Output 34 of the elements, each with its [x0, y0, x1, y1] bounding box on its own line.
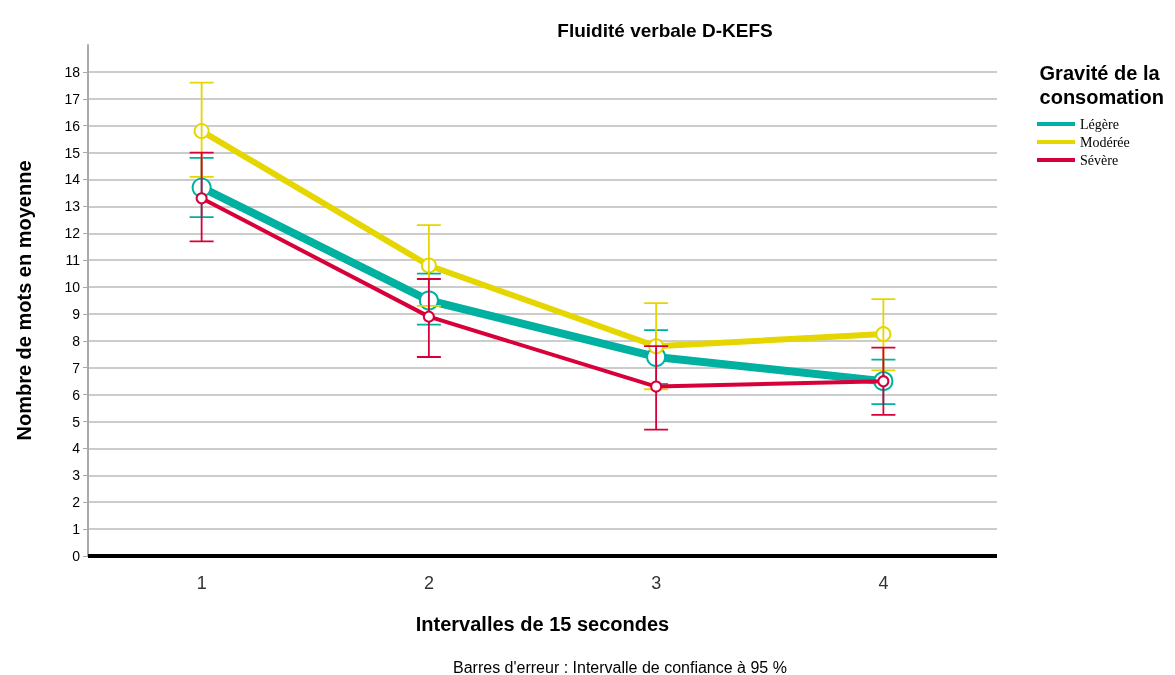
- y-tick-label: 3: [72, 467, 81, 484]
- y-tick-label: 18: [64, 63, 81, 80]
- x-tick-label: 2: [423, 573, 434, 593]
- y-tick-label: 4: [72, 440, 81, 457]
- x-tick-label: 4: [878, 573, 889, 593]
- y-tick-label: 8: [72, 332, 81, 349]
- legend-label: Sévère: [1080, 152, 1119, 168]
- y-tick-label: 13: [64, 198, 81, 215]
- y-tick-label: 6: [72, 386, 81, 403]
- x-tick-label: 1: [196, 573, 207, 593]
- y-tick-label: 7: [72, 359, 81, 376]
- y-tick-label: 16: [64, 117, 81, 134]
- point: [422, 310, 435, 323]
- point: [650, 380, 663, 393]
- y-tick-label: 9: [72, 305, 81, 322]
- y-tick-label: 0: [72, 548, 81, 564]
- y-tick-label: 2: [72, 494, 81, 511]
- y-tick-label: 11: [65, 252, 81, 269]
- point: [195, 192, 208, 205]
- x-tick-label: 3: [651, 573, 662, 593]
- legend-title: Gravité de la consomation: [1039, 62, 1164, 108]
- y-tick-label: 5: [72, 413, 81, 430]
- y-tick-label: 14: [64, 171, 81, 188]
- y-tick-label: 15: [64, 144, 81, 161]
- y-tick-label: 1: [72, 521, 81, 538]
- x-axis-title: Intervalles de 15 secondes: [415, 613, 670, 635]
- chart-title: Fluidité verbale D-KEFS: [557, 20, 773, 41]
- legend-label: Légère: [1080, 116, 1119, 132]
- y-tick-label: 10: [64, 279, 81, 296]
- y-tick-label: 12: [64, 225, 81, 242]
- text: Barres d'erreur : Intervalle de confiance à 95 %: [453, 658, 787, 675]
- legend-label: Modérée: [1080, 134, 1130, 150]
- y-tick-label: 17: [64, 90, 81, 107]
- y-axis-title: Nombre de mots en moyenne: [13, 160, 35, 441]
